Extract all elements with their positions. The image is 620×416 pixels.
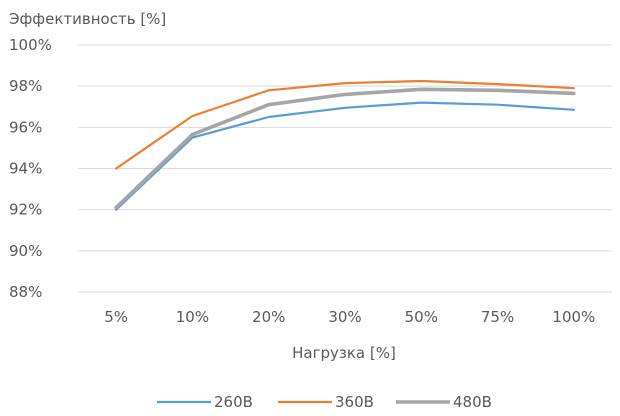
legend: 260В 360В 480В xyxy=(157,393,492,411)
x-tick-label: 50% xyxy=(405,308,438,326)
legend-label: 360В xyxy=(335,393,374,411)
x-tick-label: 30% xyxy=(328,308,361,326)
x-tick-label: 5% xyxy=(104,308,128,326)
series-line xyxy=(114,87,576,210)
y-tick-label: 96% xyxy=(9,118,42,136)
series-lines xyxy=(114,79,576,211)
y-tick-label: 88% xyxy=(9,283,42,301)
x-tick-labels: 5% 10% 20% 30% 50% 75% 100% xyxy=(104,308,595,326)
x-tick-label: 20% xyxy=(252,308,285,326)
y-axis-title: Эффективность [%] xyxy=(9,10,166,28)
y-tick-label: 98% xyxy=(9,77,42,95)
y-tick-label: 94% xyxy=(9,160,42,178)
series-line xyxy=(114,79,576,170)
y-tick-label: 100% xyxy=(9,36,52,54)
gridlines xyxy=(78,44,612,293)
y-tick-label: 92% xyxy=(9,201,42,219)
x-tick-label: 100% xyxy=(552,308,595,326)
series-line xyxy=(114,101,576,211)
x-axis-title: Нагрузка [%] xyxy=(292,344,396,362)
y-tick-labels: 88% 90% 92% 94% 96% 98% 100% xyxy=(9,36,52,301)
legend-label: 260В xyxy=(214,393,253,411)
legend-label: 480В xyxy=(453,393,492,411)
y-tick-label: 90% xyxy=(9,242,42,260)
x-tick-label: 10% xyxy=(176,308,209,326)
x-tick-label: 75% xyxy=(481,308,514,326)
